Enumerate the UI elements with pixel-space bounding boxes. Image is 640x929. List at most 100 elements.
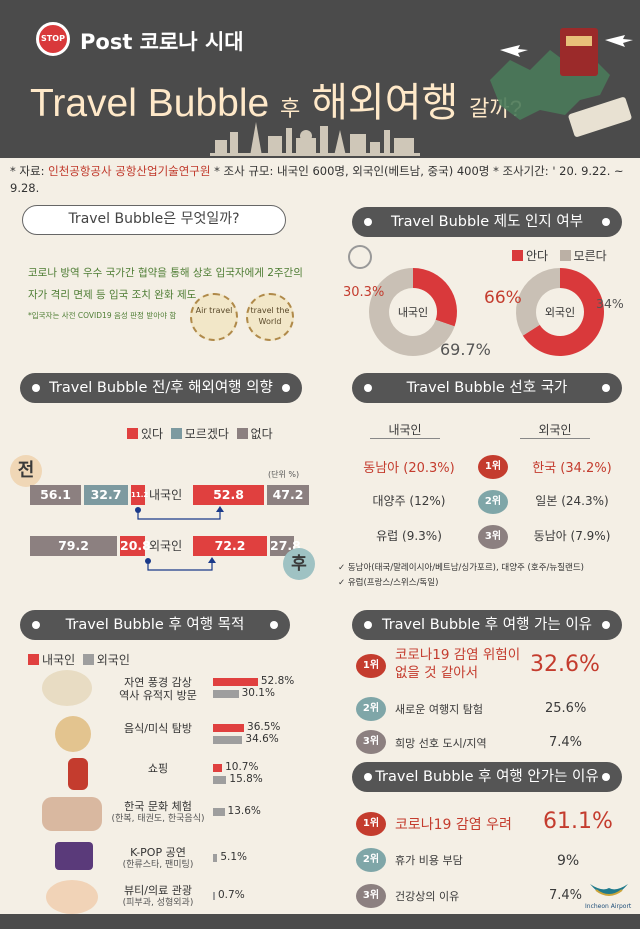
city-skyline-icon <box>210 122 420 156</box>
purpose-value-foreign: 34.6% <box>245 733 279 745</box>
incheon-airport-logo-icon <box>590 884 628 896</box>
food-icon <box>55 716 91 752</box>
foreign-change-arrow <box>145 557 216 571</box>
purpose-category-label: K-POP 공연 (한류스타, 팬미팅) <box>104 846 212 872</box>
purpose-category-line1: 한국 문화 체험 <box>124 800 192 813</box>
purpose-category-label: 뷰티/의료 관광 (피부과, 성형외과) <box>104 884 212 910</box>
purpose-value-foreign: 30.1% <box>241 687 275 699</box>
purpose-category-line2: 역사 유적지 방문 <box>119 689 197 702</box>
donut-domestic-yes-value: 30.3% <box>343 285 385 300</box>
legend-intent-no: 없다 <box>250 427 273 441</box>
purpose-category-label: 음식/미식 탐방 <box>104 722 212 735</box>
legend-no-swatch <box>236 428 248 439</box>
reason-not-value-2: 9% <box>557 853 580 869</box>
purpose-value-foreign: 0.7% <box>218 889 245 901</box>
bar-dom-after-yes: 52.8 <box>193 485 264 505</box>
what-note: *입국자는 사전 COVID19 음성 판정 받아야 함 <box>28 311 177 320</box>
header-banner: STOP Post 코로나 시대 Travel Bubble 후 해외여행 갈까… <box>0 0 640 158</box>
donut-foreign-no-value: 34% <box>596 296 624 311</box>
reason-go-value-2: 25.6% <box>545 701 587 716</box>
legend-yes-swatch <box>127 428 138 439</box>
head-thinking-icon <box>348 245 372 269</box>
reason-go-label-1-line1: 코로나19 감염 위험이 <box>395 647 521 663</box>
landmarks-icon <box>42 670 92 706</box>
bar-for-before-yes: 20.8 <box>120 536 151 556</box>
preferred-foreign-2: 일본 (24.3%) <box>535 494 609 508</box>
purpose-value-foreign: 13.6% <box>227 805 261 817</box>
purpose-bar-foreign <box>213 776 227 784</box>
title-travel-bubble: Travel Bubble <box>30 82 270 125</box>
legend-yes-label: 안다 <box>526 249 549 263</box>
legend-no-label: 모른다 <box>573 249 607 263</box>
scale-value: 내국인 600명, 외국인(베트남, 중국) 400명 <box>277 164 490 178</box>
donut-foreign-yes-value: 66% <box>484 288 522 308</box>
preferred-heading: Travel Bubble 선호 국가 <box>352 373 622 403</box>
awareness-donuts: 내국인 외국인 <box>369 268 604 356</box>
legend-no-swatch <box>559 250 571 261</box>
travel-map-icon <box>490 28 633 137</box>
before-marker: 전 <box>10 455 42 487</box>
source-label: * 자료: <box>10 164 45 178</box>
purpose-bar-domestic <box>213 724 245 732</box>
reason-not-label-1: 코로나19 감염 우려 <box>395 817 512 833</box>
footer-band <box>0 914 640 929</box>
shopping-person-icon <box>68 758 88 790</box>
reason-not-value-1: 61.1% <box>543 809 613 834</box>
legend-intent-yes: 있다 <box>141 427 164 441</box>
preferred-domestic-1: 동남아 (20.3%) <box>363 461 455 476</box>
period-label: * 조사기간: <box>493 164 549 178</box>
what-line1: 코로나 방역 우수 국가간 협약을 통해 상호 입국자에게 2주간의 <box>28 267 303 279</box>
purpose-category-line1: 음식/미식 탐방 <box>124 722 192 735</box>
intent-unit: (단위 %) <box>268 470 300 479</box>
purpose-bar-domestic <box>213 764 223 772</box>
purpose-category-line2: (한류스타, 팬미팅) <box>122 860 194 870</box>
reason-go-label-3: 희망 선호 도시/지역 <box>395 737 487 750</box>
legend-domestic-swatch <box>28 654 39 665</box>
beauty-icon <box>46 880 98 914</box>
bar-dom-before-yes: 11.2 <box>131 485 148 505</box>
header-subtitle: Post 코로나 시대 <box>80 30 244 54</box>
row-domestic-label: 내국인 <box>149 488 183 502</box>
donut-domestic-label: 내국인 <box>398 306 428 319</box>
source-name: 인천공항공사 공항산업기술연구원 <box>48 164 211 178</box>
reason-not-rank-2: 2위 <box>356 848 386 872</box>
reason-go-label-2: 새로운 여행지 탐험 <box>395 703 483 716</box>
donut-foreign-slice-no <box>516 268 560 336</box>
purpose-category-label: 자연 풍경 감상 역사 유적지 방문 <box>104 676 212 702</box>
purpose-bar-foreign <box>213 690 239 698</box>
air-travel-badge-icon: Air travel <box>190 293 238 341</box>
reason-not-rank-3: 3위 <box>356 884 386 908</box>
bar-dom-after-no: 47.2 <box>267 485 309 505</box>
preferred-note-2: ✓ 유럽(프랑스/스위스/독일) <box>338 578 439 588</box>
purpose-legend: 내국인 외국인 <box>28 651 130 668</box>
purpose-bar-foreign <box>213 808 225 816</box>
purpose-category-line2: (한복, 태권도, 한국음식) <box>111 814 205 824</box>
rank-3-badge: 3위 <box>478 525 508 549</box>
purpose-category-label: 쇼핑 <box>104 762 212 775</box>
reason-go-label-1: 코로나19 감염 위험이 없을 것 같아서 <box>395 646 520 682</box>
purpose-bar-foreign <box>213 854 218 862</box>
bar-dom-before-no: 56.1 <box>30 485 81 505</box>
preferred-note-1: ✓ 동남아(태국/말레이시아/베트남/싱가포르), 대양주 (호주/뉴질랜드) <box>338 563 584 573</box>
reason-go-value-1: 32.6% <box>530 652 600 677</box>
purpose-category-line1: K-POP 공연 <box>130 846 186 859</box>
bar-for-before-no: 79.2 <box>30 536 117 556</box>
reason-not-label-2: 휴가 비용 부담 <box>395 854 463 867</box>
purpose-bar-foreign <box>213 736 243 744</box>
awareness-heading: Travel Bubble 제도 인지 여부 <box>352 207 622 237</box>
purpose-category-line1: 쇼핑 <box>147 762 169 775</box>
legend-yes-swatch <box>512 250 523 261</box>
purpose-heading: Travel Bubble 후 여행 목적 <box>20 610 290 640</box>
purpose-category-label: 한국 문화 체험 (한복, 태권도, 한국음식) <box>104 800 212 826</box>
row-foreign-label: 외국인 <box>149 539 183 553</box>
reason-go-value-3: 7.4% <box>549 735 583 750</box>
purpose-bar-domestic <box>213 678 258 686</box>
reason-not-rank-1: 1위 <box>356 812 386 836</box>
preferred-foreign-1: 한국 (34.2%) <box>532 461 612 476</box>
legend-purpose-domestic: 내국인 <box>42 653 76 667</box>
donut-foreign-label: 외국인 <box>545 306 575 319</box>
legend-intent-unsure: 모르겠다 <box>184 427 229 441</box>
rank-1-badge: 1위 <box>478 455 508 479</box>
purpose-category-line1: 뷰티/의료 관광 <box>124 884 192 897</box>
title-overseas-travel: 해외여행 <box>311 81 459 125</box>
